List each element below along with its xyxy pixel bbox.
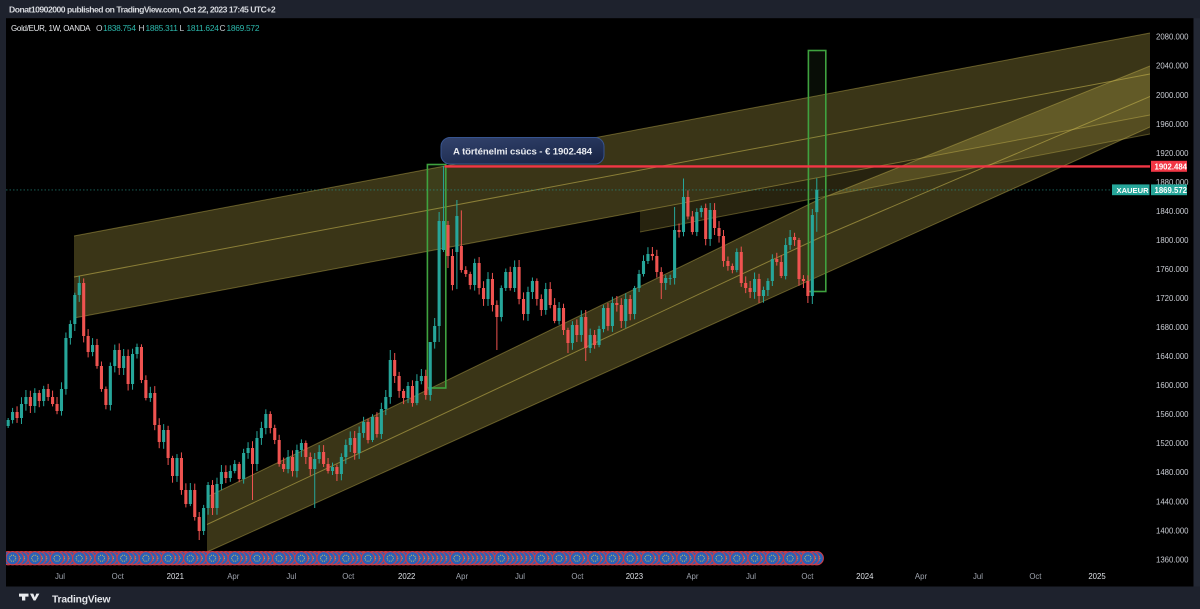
svg-text:1869.572: 1869.572 (1155, 186, 1188, 195)
svg-text:Oct: Oct (1029, 572, 1042, 581)
svg-text:2000.000: 2000.000 (1156, 91, 1189, 100)
svg-text:Oct: Oct (801, 572, 814, 581)
svg-text:1869.572: 1869.572 (227, 23, 260, 33)
svg-text:TradingView: TradingView (52, 595, 111, 606)
svg-text:1720.000: 1720.000 (1156, 294, 1189, 303)
svg-text:1600.000: 1600.000 (1156, 381, 1189, 390)
svg-text:1400.000: 1400.000 (1156, 526, 1189, 535)
svg-text:2021: 2021 (167, 572, 184, 581)
svg-text:1640.000: 1640.000 (1156, 352, 1189, 361)
svg-text:L: L (180, 23, 185, 33)
svg-text:2023: 2023 (626, 572, 643, 581)
svg-text:C: C (220, 23, 226, 33)
svg-text:1680.000: 1680.000 (1156, 323, 1189, 332)
svg-text:1880.000: 1880.000 (1156, 178, 1189, 187)
svg-text:Gold/EUR, 1W, OANDA: Gold/EUR, 1W, OANDA (11, 24, 91, 33)
svg-text:2022: 2022 (398, 572, 415, 581)
svg-text:1838.754: 1838.754 (103, 23, 136, 33)
svg-text:1840.000: 1840.000 (1156, 207, 1189, 216)
svg-text:1811.624: 1811.624 (187, 23, 220, 33)
svg-text:A történelmi csúcs - € 1902.48: A történelmi csúcs - € 1902.484 (453, 147, 593, 158)
svg-text:Apr: Apr (456, 572, 469, 581)
svg-text:Donat10902000 published on Tra: Donat10902000 published on TradingView.c… (9, 5, 276, 15)
svg-text:Jul: Jul (515, 572, 525, 581)
svg-text:1520.000: 1520.000 (1156, 439, 1189, 448)
svg-text:Jul: Jul (286, 572, 296, 581)
svg-text:1560.000: 1560.000 (1156, 410, 1189, 419)
svg-text:Oct: Oct (112, 572, 125, 581)
svg-text:1902.484: 1902.484 (1155, 162, 1188, 171)
svg-text:Oct: Oct (571, 572, 584, 581)
svg-text:Jul: Jul (973, 572, 983, 581)
svg-text:Oct: Oct (342, 572, 355, 581)
svg-text:2080.000: 2080.000 (1156, 33, 1189, 42)
svg-text:1360.000: 1360.000 (1156, 555, 1189, 564)
svg-text:1885.311: 1885.311 (146, 23, 179, 33)
svg-text:1960.000: 1960.000 (1156, 120, 1189, 129)
svg-text:1440.000: 1440.000 (1156, 497, 1189, 506)
svg-text:Apr: Apr (686, 572, 699, 581)
svg-text:H: H (139, 23, 145, 33)
svg-text:Apr: Apr (915, 572, 928, 581)
svg-text:O: O (96, 23, 103, 33)
svg-text:Jul: Jul (746, 572, 756, 581)
svg-text:Jul: Jul (55, 572, 65, 581)
svg-text:1800.000: 1800.000 (1156, 236, 1189, 245)
svg-text:1920.000: 1920.000 (1156, 149, 1189, 158)
svg-text:2024: 2024 (856, 572, 874, 581)
svg-text:1480.000: 1480.000 (1156, 468, 1189, 477)
svg-text:1760.000: 1760.000 (1156, 265, 1189, 274)
svg-text:XAUEUR: XAUEUR (1117, 186, 1150, 195)
svg-text:2025: 2025 (1088, 572, 1106, 581)
svg-text:2040.000: 2040.000 (1156, 62, 1189, 71)
svg-text:Apr: Apr (227, 572, 240, 581)
